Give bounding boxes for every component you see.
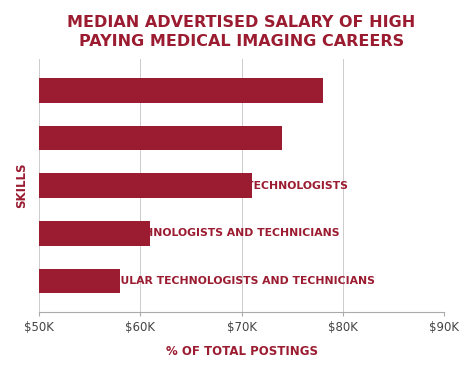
Y-axis label: SKILLS: SKILLS <box>15 163 28 209</box>
Text: NUCLEAR MEDICINE TECHNOLOGISTS: NUCLEAR MEDICINE TECHNOLOGISTS <box>42 85 268 95</box>
Bar <box>39 78 322 103</box>
Bar <box>39 221 150 246</box>
Text: RADIOLOGIC TECHNOLOGISTS AND TECHNICIANS: RADIOLOGIC TECHNOLOGISTS AND TECHNICIANS <box>42 228 340 238</box>
Text: CARDIOVASCULAR TECHNOLOGISTS AND TECHNICIANS: CARDIOVASCULAR TECHNOLOGISTS AND TECHNIC… <box>42 276 375 286</box>
Text: DIAGNOSTIC MEDICAL SONOGRAPHERS: DIAGNOSTIC MEDICAL SONOGRAPHERS <box>42 133 282 143</box>
Text: MAGNETIC RESONANCE IMAGING TECHNOLOGISTS: MAGNETIC RESONANCE IMAGING TECHNOLOGISTS <box>42 181 348 191</box>
X-axis label: % OF TOTAL POSTINGS: % OF TOTAL POSTINGS <box>165 345 318 358</box>
Bar <box>39 269 120 293</box>
Title: MEDIAN ADVERTISED SALARY OF HIGH
PAYING MEDICAL IMAGING CAREERS: MEDIAN ADVERTISED SALARY OF HIGH PAYING … <box>67 15 416 48</box>
Bar <box>39 173 252 198</box>
Bar <box>39 126 282 150</box>
